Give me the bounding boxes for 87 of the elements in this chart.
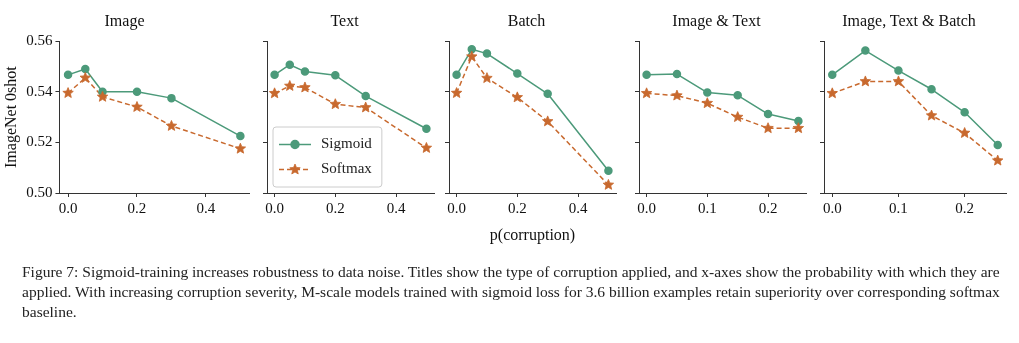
point [361,91,370,101]
y-axis-title: ImageNet 0shot [1,65,20,168]
point [701,97,713,109]
caption: Figure 7: Sigmoid-training increases robustness to data noise. Titles show the type of corruption applied, and x-axes show the probability with which they are applied. With increasing corruption severity, M-scale models trained with sigmoid loss for 3.6 billion examples retain superiority over corresponding softmax baseline. [22,262,1001,322]
point [482,49,492,58]
chart-title: Image & Text [672,11,762,30]
point [959,127,971,138]
chart-title: Image [104,11,145,30]
point [62,87,74,98]
point [672,69,682,79]
point [604,166,613,175]
point [132,87,142,97]
point [602,179,615,190]
legend-label: Sigmoid [321,135,373,152]
x-tick-label: 0.0 [58,199,78,216]
point [703,88,712,97]
point [422,124,431,133]
point [131,101,143,112]
point [300,67,310,76]
point [762,122,774,134]
point [360,101,372,113]
point [285,60,295,69]
point [733,91,742,100]
point [826,87,838,99]
point [268,87,281,99]
x-tick-label: 0.0 [447,199,466,216]
point [165,120,178,131]
legend-label: Softmax [321,160,373,177]
point [420,142,433,153]
point [481,72,493,83]
point [63,70,73,80]
y-tick-label: 0.52 [26,133,53,150]
x-tick-label: 0.4 [196,199,216,216]
point [236,131,245,141]
x-tick-label: 0.0 [265,199,284,216]
point [792,122,805,134]
x-tick-label: 0.0 [822,199,842,216]
point [167,93,176,103]
x-tick-label: 0.0 [637,199,656,216]
point [96,90,109,102]
chart-title: Batch [507,11,546,29]
point [861,46,870,55]
x-tick-label: 0.1 [889,199,908,216]
point [828,70,837,80]
point [794,116,803,126]
point [284,80,296,91]
point [543,89,552,99]
point [329,98,341,110]
point [270,70,279,80]
point [892,75,905,87]
x-tick-label: 0.4 [386,199,406,216]
point [299,81,311,93]
point [960,108,969,117]
x-tick-label: 0.2 [758,199,778,216]
x-tick-label: 0.1 [697,199,717,216]
x-tick-label: 0.2 [955,199,975,216]
point [79,71,91,83]
point [671,89,683,101]
point [640,87,653,99]
point [927,85,936,94]
point [894,66,903,75]
point [992,154,1004,166]
point [81,64,90,74]
y-tick-label: 0.56 [26,32,53,49]
point [452,70,461,80]
point [542,115,554,127]
point [732,111,744,122]
point [466,50,478,62]
point [993,140,1002,150]
point [513,69,522,78]
point [763,109,773,119]
x-tick-label: 0.2 [325,199,345,216]
y-tick-label: 0.50 [26,183,53,200]
point [925,109,938,121]
point [234,142,247,154]
x-tick-label: 0.2 [507,199,527,216]
point [859,75,871,87]
point [511,91,523,103]
point [642,70,651,80]
x-tick-label: 0.4 [568,199,588,216]
point [331,71,340,80]
chart-title: Image, Text & Batch [842,11,976,30]
x-axis-title: p(corruption) [489,225,576,244]
x-tick-label: 0.2 [127,199,147,216]
point [450,87,463,98]
chart-title: Text [330,11,360,29]
y-tick-label: 0.54 [26,82,53,99]
